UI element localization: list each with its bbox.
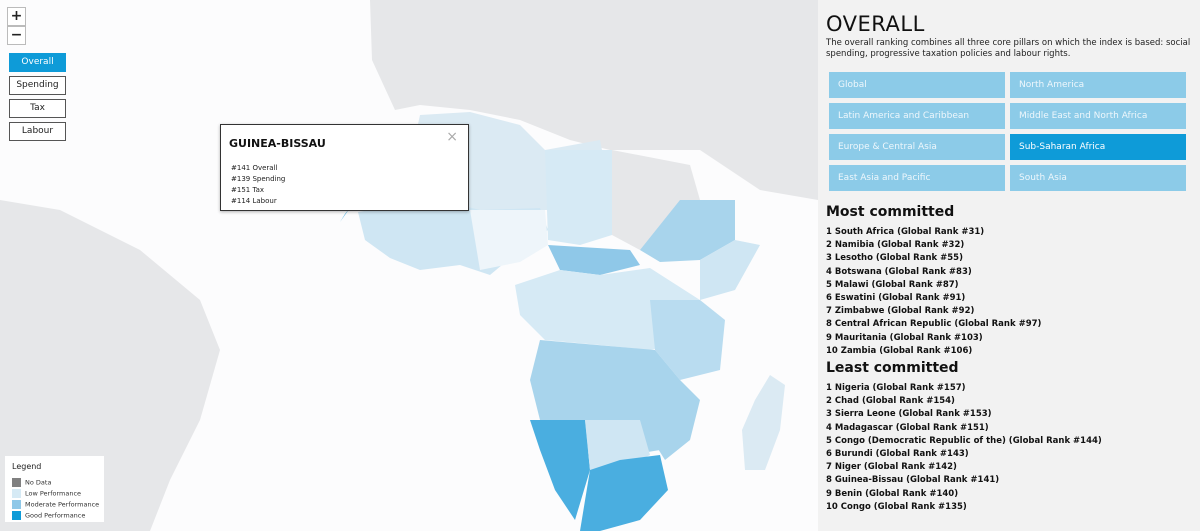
most-item: 7 Zimbabwe (Global Rank #92) [826,306,975,317]
region-button[interactable]: Global [829,72,1005,98]
country-low [585,420,650,470]
region-button[interactable]: Middle East and North Africa [1010,103,1186,129]
least-item: 2 Chad (Global Rank #154) [826,396,955,407]
country-moderate [548,245,640,275]
popup-line: #114 Labour [231,196,285,207]
legend-label: Good Performance [25,511,86,520]
legend-label: Moderate Performance [25,500,100,509]
most-heading: Most committed [826,204,955,220]
most-item: 6 Eswatini (Global Rank #91) [826,293,966,303]
least-item: 7 Niger (Global Rank #142) [826,462,957,473]
country-low [742,375,785,470]
zoom-in[interactable]: + [7,7,26,26]
panel-description: The overall ranking combines all three c… [826,38,1191,59]
legend-swatch [12,511,21,520]
popup-rank: #141 [231,164,251,172]
popup-close[interactable]: × [446,129,458,145]
popup-rank: #114 [231,197,251,205]
popup-label: Overall [252,164,278,172]
legend-label: Low Performance [25,489,82,498]
map-shapes [0,0,818,531]
popup-label: Spending [252,175,286,183]
layer-button[interactable]: Spending [9,76,66,95]
most-item: 5 Malawi (Global Rank #87) [826,279,959,290]
country-low [470,210,548,270]
layer-button[interactable]: Overall [9,53,66,72]
popup-line: #139 Spending [231,174,285,185]
map[interactable]: + − Overall Spending Tax Labour GUINEA-BISS… [0,0,818,531]
least-item: 3 Sierra Leone (Global Rank #153) [826,409,992,420]
popup: GUINEA-BISSAU × #141 Overall #139 Spendin… [220,124,469,211]
popup-line: #141 Overall [231,163,285,174]
most-item: 4 Botswana (Global Rank #83) [826,266,972,277]
popup-label: Tax [252,186,265,194]
country-good [530,420,590,520]
popup-label: Labour [252,197,277,205]
least-item: 9 Benin (Global Rank #140) [826,488,959,499]
country-low [700,240,760,300]
legend-item: Low Performance [12,489,81,498]
country-low [545,150,612,245]
popup-rank: #151 [231,186,251,194]
legend-swatch [12,500,21,509]
least-item: 10 Congo (Global Rank #135) [826,501,967,512]
least-item: 8 Guinea-Bissau (Global Rank #141) [826,475,1000,486]
legend-swatch [12,489,21,498]
side-panel: OVERALL The overall ranking combines all… [818,0,1200,531]
most-item: 3 Lesotho (Global Rank #55) [826,253,963,264]
legend: Legend No Data Low Performance Moderate Pe… [5,456,104,522]
legend-item: No Data [12,478,51,487]
legend-swatch [12,478,21,487]
zoom-out[interactable]: − [7,26,26,45]
region-button[interactable]: Sub-Saharan Africa [1010,134,1186,160]
panel-title: OVERALL [826,12,925,36]
least-item: 1 Nigeria (Global Rank #157) [826,383,966,393]
legend-title: Legend [12,462,42,471]
country-good [580,455,668,531]
least-item: 5 Congo (Democratic Republic of the) (Gl… [826,435,1102,446]
country-moderate [650,300,725,380]
least-heading: Least committed [826,360,959,376]
country-moderate [640,380,700,460]
least-item: 4 Madagascar (Global Rank #151) [826,422,989,433]
region-button[interactable]: Europe & Central Asia [829,134,1005,160]
most-item: 9 Mauritania (Global Rank #103) [826,332,983,343]
most-item: 10 Zambia (Global Rank #106) [826,345,973,356]
country-moderate [640,200,735,262]
region-button[interactable]: East Asia and Pacific [829,165,1005,191]
least-item: 6 Burundi (Global Rank #143) [826,449,969,459]
land-no-data [370,0,818,200]
popup-rank: #139 [231,175,251,183]
popup-lines: #141 Overall #139 Spending #151 Tax #114 La… [231,163,285,207]
popup-line: #151 Tax [231,185,285,196]
region-button[interactable]: North America [1010,72,1186,98]
legend-label: No Data [25,478,52,487]
most-item: 2 Namibia (Global Rank #32) [826,240,965,251]
region-button[interactable]: South Asia [1010,165,1186,191]
most-item: 1 South Africa (Global Rank #31) [826,227,985,237]
legend-item: Moderate Performance [12,500,99,509]
land-no-data [0,200,220,531]
popup-title: GUINEA-BISSAU [229,137,326,150]
layer-button[interactable]: Tax [9,99,66,118]
most-item: 8 Central African Republic (Global Rank … [826,319,1042,330]
region-button[interactable]: Latin America and Caribbean [829,103,1005,129]
legend-item: Good Performance [12,511,85,520]
layer-button[interactable]: Labour [9,122,66,141]
